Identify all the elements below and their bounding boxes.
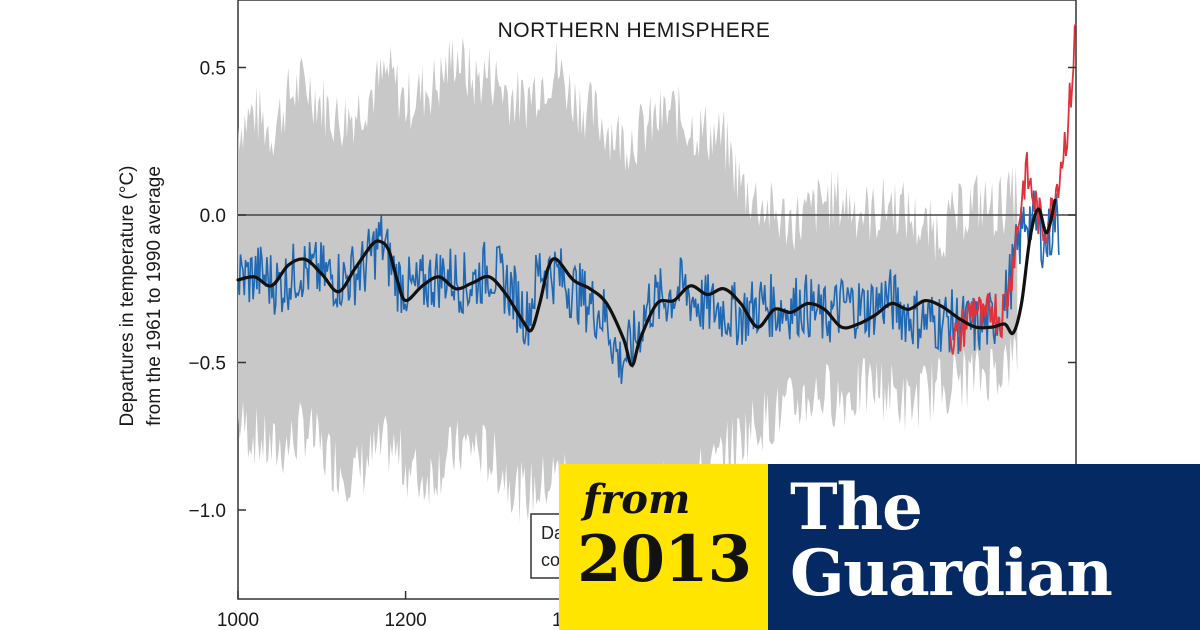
- x-tick-label: 1200: [384, 610, 426, 630]
- y-tick-label: 0.0: [200, 206, 226, 227]
- legend-entry-1: Da: [541, 523, 565, 543]
- y-tick-label: −0.5: [188, 354, 226, 375]
- smoothed-mean-line: [236, 198, 1057, 367]
- y-tick-label: 0.5: [200, 59, 226, 80]
- year-label: 2013: [577, 522, 752, 597]
- uncertainty-band: [238, 37, 1018, 557]
- logo-line-the: The: [790, 470, 923, 545]
- from-label: from: [583, 476, 691, 523]
- chart-title: NORTHERN HEMISPHERE: [498, 19, 771, 42]
- logo-line-guardian: Guardian: [790, 536, 1113, 611]
- reconstruction-line: [237, 190, 1060, 384]
- y-axis-label-line1: Departures in temperature (°C): [117, 165, 138, 426]
- y-axis-label-line2: from the 1961 to 1990 average: [144, 166, 165, 426]
- smoothed-line-layer: [236, 198, 1057, 367]
- year-badge: from 2013: [559, 464, 768, 630]
- x-tick-label: 1000: [217, 610, 259, 630]
- uncertainty-band-layer: [238, 37, 1018, 557]
- reconstruction-noisy-layer: [237, 190, 1060, 384]
- guardian-logo: The Guardian: [768, 464, 1200, 630]
- y-tick-label: −1.0: [188, 501, 226, 522]
